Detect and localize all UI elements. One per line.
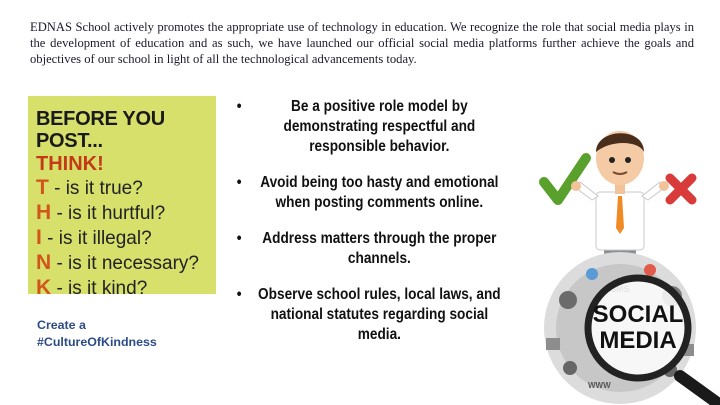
guidelines-list: • Be a positive role model by demonstrati… [228, 97, 501, 361]
culture-of-kindness-caption: Create a #CultureOfKindness [37, 317, 157, 350]
think-before-you-post-box: BEFORE YOU POST... THINK! T - is it true… [28, 96, 216, 299]
www-tag: WWW [588, 381, 611, 390]
think-row-kind: K - is it kind? [36, 276, 216, 301]
think-letter: T [36, 176, 49, 199]
guideline-text: Avoid being too hasty and emotional when… [260, 174, 499, 211]
social-word: SOCIAL [593, 301, 684, 328]
think-text: - is it illegal? [41, 228, 152, 249]
guideline-item: • Address matters through the proper chan… [228, 229, 501, 269]
guideline-text: Observe school rules, local laws, and na… [258, 286, 501, 343]
intro-paragraph: EDNAS School actively promotes the appro… [30, 20, 694, 66]
think-letter: H [36, 201, 52, 224]
bullet-dot: • [236, 286, 242, 303]
think-text: - is it necessary? [51, 253, 199, 274]
bullet-dot: • [236, 98, 242, 115]
think-row-illegal: I - is it illegal? [36, 226, 216, 251]
cross-icon [665, 173, 697, 205]
guideline-item: • Avoid being too hasty and emotional whe… [228, 173, 501, 213]
think-heading: BEFORE YOU POST... [36, 108, 165, 152]
think-text: - is it hurtful? [51, 203, 166, 224]
think-text: - is it true? [48, 178, 143, 199]
think-letter: I [36, 226, 42, 249]
check-icon [539, 153, 591, 205]
culture-hashtag: #CultureOfKindness [37, 334, 157, 349]
guideline-item: • Observe school rules, local laws, and n… [228, 285, 501, 345]
think-row-hurtful: H - is it hurtful? [36, 201, 216, 226]
guideline-item: • Be a positive role model by demonstrati… [228, 97, 501, 157]
social-media-illustration: SMS WWW SOCIAL MEDIA [539, 131, 720, 405]
think-letter: K [36, 276, 52, 299]
think-row-true: T - is it true? [36, 176, 216, 201]
guideline-text: Address matters through the proper chann… [262, 230, 497, 267]
media-word: MEDIA [599, 327, 676, 354]
think-letter: N [36, 251, 52, 274]
think-subheading: THINK! [36, 153, 104, 175]
bullet-dot: • [236, 174, 242, 191]
guideline-text: Be a positive role model by demonstratin… [283, 98, 476, 155]
bullet-dot: • [236, 230, 242, 247]
magnifying-glass-icon [584, 274, 720, 405]
think-row-necessary: N - is it necessary? [36, 251, 216, 276]
think-text: - is it kind? [51, 278, 148, 299]
culture-line-1: Create a [37, 318, 86, 332]
